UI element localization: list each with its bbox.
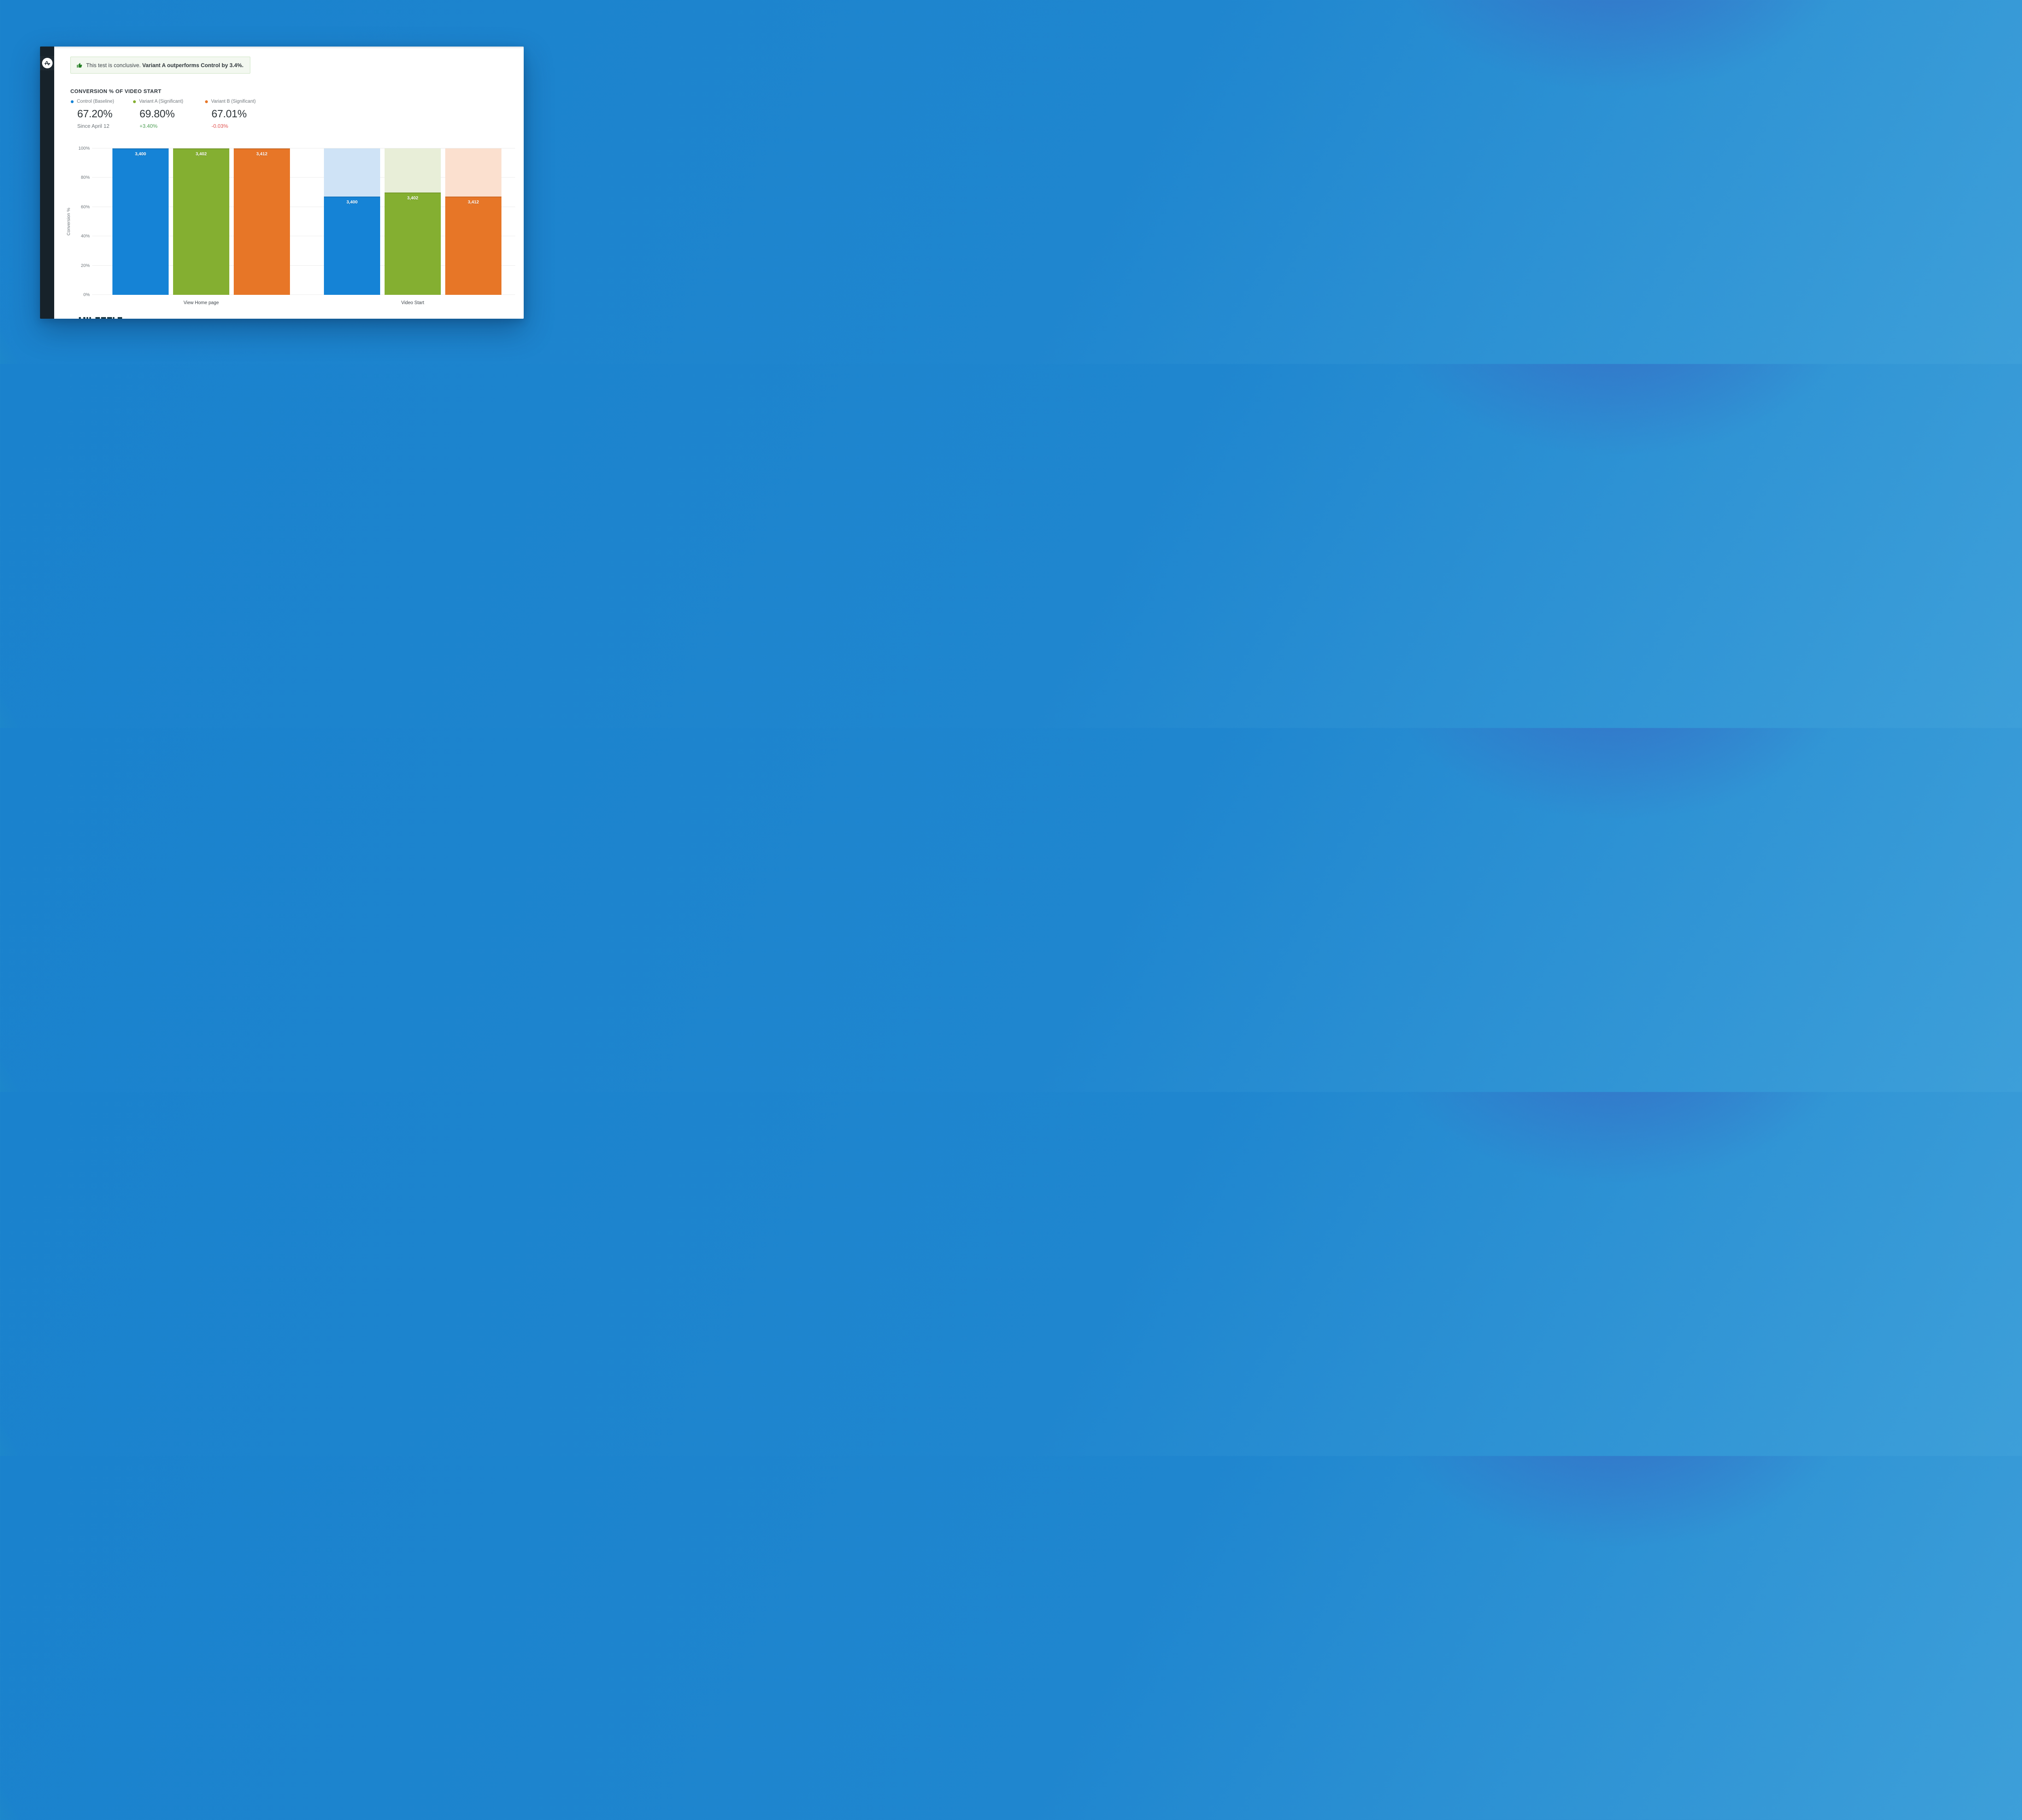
legend-dot-icon <box>71 100 74 103</box>
metric-label: Control (Baseline) <box>77 99 114 104</box>
bar-count-label: 3,412 <box>467 200 479 205</box>
x-axis-label-view-home-page: View Home page <box>183 301 219 305</box>
y-tick-label: 40% <box>80 234 90 239</box>
metric-control: Control (Baseline) 67.20% Since April 12 <box>71 99 114 129</box>
card-top-sheen <box>54 47 524 49</box>
bar-control-video-start[interactable] <box>324 196 380 295</box>
app-window: This test is conclusive. Variant A outpe… <box>40 47 524 319</box>
x-axis-label-video-start: Video Start <box>401 301 424 305</box>
clipped-letter-top <box>83 317 85 319</box>
metric-legend-variant-b: Variant B (Significant) <box>205 99 256 104</box>
amplitude-logo[interactable] <box>42 58 53 68</box>
y-tick-label: 20% <box>80 263 90 268</box>
app-sidebar <box>40 47 54 319</box>
amplitude-sine-wave-icon <box>43 59 52 68</box>
desktop-background: { "app": { "name": "Amplitude", "logo_ic… <box>0 0 573 364</box>
metric-note: Since April 12 <box>77 123 110 129</box>
y-tick-label: 0% <box>83 292 90 297</box>
banner-bold-text: Variant A outperforms Control by 3.4%. <box>142 62 244 68</box>
clipped-letter-top <box>95 317 100 319</box>
bar-variant-b-video-start[interactable] <box>445 197 501 295</box>
metric-note: +3.40% <box>140 123 158 129</box>
clipped-letter-top <box>113 317 114 319</box>
metric-label: Variant B (Significant) <box>211 99 256 104</box>
metric-variant-b: Variant B (Significant) 67.01% -0.03% <box>205 99 256 129</box>
conversion-bar-chart: 3,400 3,402 3,412 View Home page 3,400 3,402 3… <box>92 148 515 305</box>
conclusive-test-banner: This test is conclusive. Variant A outpe… <box>70 57 250 74</box>
bar-count-label: 3,402 <box>195 152 207 157</box>
gridline <box>92 177 515 178</box>
metric-value: 67.20% <box>77 108 112 120</box>
legend-dot-icon <box>133 100 136 103</box>
bar-count-label: 3,402 <box>407 196 419 201</box>
bar-count-label: 3,400 <box>135 152 146 157</box>
metric-note: -0.03% <box>212 123 228 129</box>
metric-label: Variant A (Significant) <box>139 99 184 104</box>
bar-variant-a-view-home-page[interactable] <box>173 148 229 295</box>
clipped-letter-top <box>87 317 88 319</box>
y-axis-ticks: 0% 20% 40% 60% 80% 100% <box>54 146 90 297</box>
gridline <box>92 265 515 266</box>
bar-control-view-home-page[interactable] <box>112 148 169 295</box>
legend-dot-icon <box>205 100 208 103</box>
experiment-report-card: This test is conclusive. Variant A outpe… <box>54 47 524 319</box>
clipped-letter-top <box>101 317 106 319</box>
metric-legend-variant-a: Variant A (Significant) <box>133 99 183 104</box>
bar-count-label: 3,400 <box>346 199 358 205</box>
bar-count-label: 3,412 <box>256 152 268 157</box>
metric-value: 69.80% <box>140 108 175 120</box>
chart-title: CONVERSION % OF VIDEO START <box>70 88 162 94</box>
bar-variant-b-view-home-page[interactable] <box>234 148 290 295</box>
banner-text: This test is conclusive. Variant A outpe… <box>86 62 244 68</box>
clipped-letter-top <box>118 317 122 319</box>
gridline <box>92 294 515 295</box>
clipped-letter-top <box>107 317 112 319</box>
clipped-section-heading <box>54 317 524 319</box>
metric-legend-control: Control (Baseline) <box>71 99 114 104</box>
clipped-letter-top <box>79 317 81 319</box>
metric-variant-a: Variant A (Significant) 69.80% +3.40% <box>133 99 183 129</box>
metric-value: 67.01% <box>212 108 247 120</box>
bar-variant-a-video-start[interactable] <box>385 193 441 295</box>
thumbs-up-icon <box>76 62 82 68</box>
y-tick-label: 60% <box>80 204 90 210</box>
y-tick-label: 100% <box>78 146 90 151</box>
clipped-letter-top <box>89 317 91 319</box>
y-tick-label: 80% <box>80 175 90 180</box>
